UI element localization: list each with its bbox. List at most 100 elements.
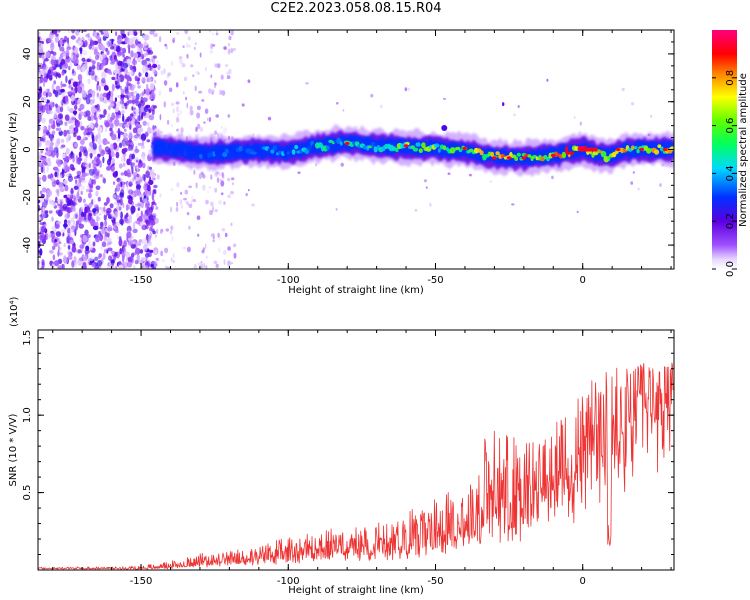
noise-speck xyxy=(112,194,117,199)
noise-speck xyxy=(103,109,107,116)
noise-speck xyxy=(170,206,173,213)
noise-speck xyxy=(55,103,58,108)
noise-speck xyxy=(178,56,183,60)
noise-speck xyxy=(219,235,221,241)
noise-speck xyxy=(128,181,133,188)
noise-speck xyxy=(92,208,97,213)
noise-speck xyxy=(233,252,237,259)
noise-speck xyxy=(75,213,78,219)
noise-speck xyxy=(198,90,203,94)
ridge-peak xyxy=(521,156,527,160)
noise-speck xyxy=(89,243,94,251)
y-tick-label: 20 xyxy=(22,95,33,108)
noise-speck xyxy=(146,139,151,143)
noise-speck xyxy=(51,83,55,92)
ridge-blob xyxy=(569,151,575,156)
noise-speck xyxy=(227,246,231,251)
noise-speck xyxy=(67,105,70,112)
noise-speck xyxy=(132,161,136,168)
noise-speck xyxy=(114,72,117,80)
noise-speck xyxy=(46,73,49,80)
y-tick-label: -20 xyxy=(22,189,33,205)
noise-speck xyxy=(163,68,166,75)
noise-speck xyxy=(123,102,128,107)
noise-speck xyxy=(196,105,201,111)
noise-speck xyxy=(110,45,115,50)
noise-speck xyxy=(116,182,121,189)
noise-speck xyxy=(126,261,133,268)
ridge-blob xyxy=(272,145,278,151)
noise-speck xyxy=(147,210,152,216)
noise-speck xyxy=(93,48,98,56)
noise-speck xyxy=(185,96,188,101)
noise-speck xyxy=(128,139,132,143)
noise-speck xyxy=(61,144,66,148)
noise-speck xyxy=(60,58,66,65)
noise-speck xyxy=(223,201,226,206)
noise-speck xyxy=(120,99,123,106)
noise-speck xyxy=(41,52,45,59)
noise-speck xyxy=(93,178,97,185)
noise-speck xyxy=(72,205,76,212)
ridge-blob xyxy=(286,151,290,155)
noise-speck xyxy=(138,43,144,49)
noise-speck xyxy=(64,114,70,121)
noise-speck xyxy=(61,99,64,107)
noise-speck xyxy=(251,203,255,207)
noise-speck xyxy=(129,215,133,224)
ridge-blob xyxy=(326,145,330,151)
spectrogram-ylabel: Frequency (Hz) xyxy=(8,112,19,188)
noise-speck xyxy=(129,239,133,246)
noise-speck xyxy=(210,201,214,207)
noise-speck xyxy=(179,109,183,115)
noise-speck xyxy=(135,184,142,190)
noise-speck xyxy=(67,175,73,182)
noise-speck xyxy=(115,151,120,159)
noise-speck xyxy=(188,185,193,189)
noise-speck xyxy=(106,207,112,214)
noise-speck xyxy=(177,112,180,117)
x-tick-label: 0 xyxy=(580,576,586,587)
ridge-blob xyxy=(607,155,611,162)
noise-speck xyxy=(113,133,117,137)
noise-speck xyxy=(68,253,72,257)
noise-speck xyxy=(122,47,127,54)
noise-speck xyxy=(220,74,224,80)
noise-speck xyxy=(48,249,54,254)
noise-speck xyxy=(188,225,191,230)
noise-speck xyxy=(67,91,73,96)
noise-speck xyxy=(102,252,106,260)
noise-speck xyxy=(132,228,138,234)
noise-speck xyxy=(129,64,133,71)
noise-speck xyxy=(81,66,86,73)
noise-speck xyxy=(135,123,140,127)
noise-speck xyxy=(104,146,110,152)
noise-speck xyxy=(83,135,86,140)
noise-speck xyxy=(46,142,51,147)
noise-speck xyxy=(186,246,191,253)
noise-speck xyxy=(135,242,142,247)
noise-speck xyxy=(38,204,41,212)
noise-speck xyxy=(150,144,154,149)
noise-speck xyxy=(57,30,61,33)
noise-speck xyxy=(125,251,131,258)
noise-speck xyxy=(49,260,53,267)
noise-speck xyxy=(106,237,112,243)
noise-speck xyxy=(180,191,183,195)
noise-speck xyxy=(150,220,156,226)
noise-speck xyxy=(55,231,62,237)
noise-speck xyxy=(134,247,141,255)
noise-speck xyxy=(118,238,123,247)
noise-speck xyxy=(101,71,107,79)
noise-speck xyxy=(111,83,115,92)
noise-speck xyxy=(212,205,214,213)
noise-speck xyxy=(91,134,95,140)
ridge-blob xyxy=(458,149,463,152)
noise-speck xyxy=(62,153,66,159)
noise-speck xyxy=(175,101,180,105)
noise-speck xyxy=(77,156,82,165)
noise-speck xyxy=(176,128,179,132)
snr-panel: -150 -100 -50 0 0.5 1.0 1.5 Height of straight… xyxy=(8,296,675,596)
noise-speck xyxy=(81,49,88,56)
noise-speck xyxy=(182,246,187,250)
